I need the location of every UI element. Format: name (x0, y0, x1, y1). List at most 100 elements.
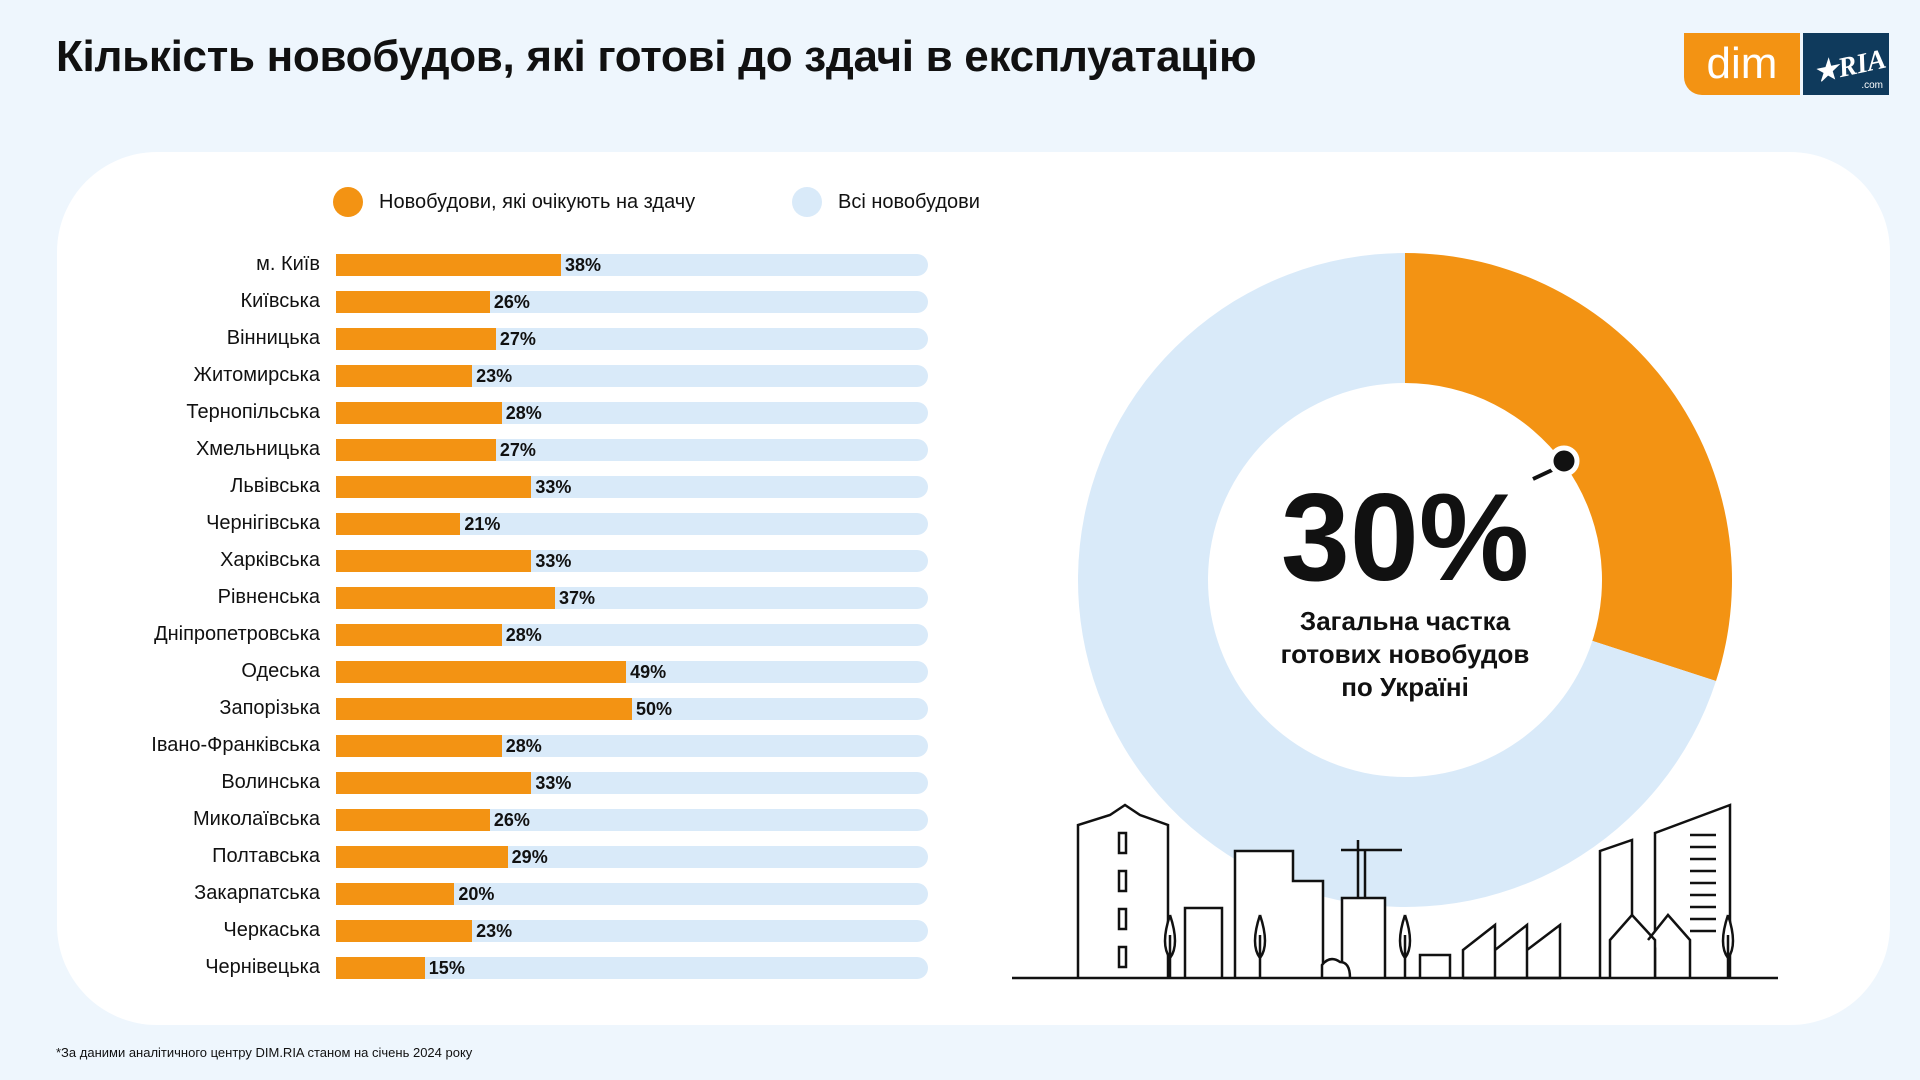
bar-value-label: 33% (535, 773, 572, 793)
building-outline (1608, 913, 1692, 978)
bar-category-label: Вінницька (226, 327, 320, 349)
bar (336, 698, 632, 720)
window (1117, 945, 1128, 969)
bar-value-label: 21% (464, 514, 501, 534)
bar-track: 23% (336, 920, 928, 942)
bar (336, 439, 496, 461)
donut-slice (1078, 253, 1716, 907)
bar-value-label: 23% (476, 366, 513, 386)
tree-icon (1398, 914, 1412, 978)
city-skyline-illustration (1012, 803, 1778, 980)
bar (336, 846, 508, 868)
window (1117, 869, 1128, 893)
logo-ria: ★RIA .com (1803, 33, 1889, 95)
dim-ria-logo[interactable]: dim ★RIA .com (1684, 33, 1889, 95)
bar (336, 772, 532, 794)
page-title: Кількість новобудов, які готові до здачі… (56, 32, 1257, 81)
bar-track: 28% (336, 735, 928, 757)
bar (336, 476, 532, 498)
window (1117, 831, 1128, 855)
window (1117, 907, 1128, 931)
building-outline (1340, 896, 1387, 978)
bar-track: 27% (336, 439, 928, 461)
bar-value-label: 20% (458, 884, 495, 904)
bar-value-label: 26% (493, 810, 530, 830)
bar (336, 809, 490, 831)
bar-value-label: 38% (564, 255, 601, 275)
bar-category-label: Рівненська (217, 586, 320, 608)
bar (336, 291, 490, 313)
bar-track: 23% (336, 365, 928, 387)
building-outline (1320, 957, 1352, 979)
logo-dim: dim (1684, 33, 1800, 95)
bar-value-label: 27% (499, 440, 536, 460)
legend-item-all: Всі новобудови (792, 187, 980, 217)
bar-category-label: Черкаська (223, 919, 320, 941)
bar-track: 20% (336, 883, 928, 905)
bar-track: 29% (336, 846, 928, 868)
legend-item-pending: Новобудови, які очікують на здачу (333, 187, 695, 217)
tree-icon (1163, 914, 1177, 978)
bar-category-label: Закарпатська (194, 882, 320, 904)
tree-icon (1721, 914, 1735, 978)
bar-value-label: 27% (499, 329, 536, 349)
bar-track: 28% (336, 402, 928, 424)
bar-value-label: 33% (535, 477, 572, 497)
bar-category-label: Запорізька (219, 697, 320, 719)
bar-category-label: Чернівецька (205, 956, 320, 978)
bar-category-label: Волинська (221, 771, 320, 793)
bar-category-label: Івано-Франківська (151, 734, 320, 756)
bar-track: 50% (336, 698, 928, 720)
bar (336, 920, 473, 942)
bar (336, 883, 455, 905)
legend-swatch-orange (333, 187, 363, 217)
bar-category-label: Львівська (230, 475, 320, 497)
building-outline (1461, 922, 1562, 980)
pointer-dot (1548, 445, 1580, 477)
bar-value-label: 29% (511, 847, 548, 867)
bar-track: 26% (336, 809, 928, 831)
bar (336, 402, 502, 424)
bar-category-label: Дніпропетровська (154, 623, 320, 645)
legend-label: Новобудови, які очікують на здачу (379, 190, 696, 213)
bar-value-label: 28% (505, 736, 542, 756)
bar-category-label: Миколаївська (193, 808, 320, 830)
bar-track: 38% (336, 254, 928, 276)
bar (336, 513, 461, 535)
bar-value-label: 28% (505, 625, 542, 645)
bar (336, 254, 561, 276)
bar-track: 26% (336, 291, 928, 313)
building-outline (1341, 840, 1402, 898)
bar-track: 15% (336, 957, 928, 979)
donut-center-caption: готових новобудов (1281, 639, 1530, 669)
legend-swatch-blue (792, 187, 822, 217)
bar-value-label: 37% (559, 588, 596, 608)
bar-category-label: Полтавська (212, 845, 320, 867)
bar-value-label: 50% (636, 699, 673, 719)
bar (336, 735, 502, 757)
bar (336, 661, 627, 683)
bar-track: 21% (336, 513, 928, 535)
bar (336, 587, 556, 609)
bar-category-label: м. Київ (256, 253, 320, 275)
bar-track: 33% (336, 550, 928, 572)
bar-track: 27% (336, 328, 928, 350)
bar-value-label: 23% (476, 921, 513, 941)
tree-icon (1253, 914, 1267, 978)
building-outline (1183, 906, 1224, 978)
bar-value-label: 49% (630, 662, 667, 682)
bar (336, 550, 532, 572)
bar (336, 957, 425, 979)
legend-label: Всі новобудови (838, 190, 980, 213)
bar (336, 328, 496, 350)
bar (336, 624, 502, 646)
bar-value-label: 33% (535, 551, 572, 571)
bar-track: 37% (336, 587, 928, 609)
bar-category-label: Харківська (220, 549, 320, 571)
bar-category-label: Київська (240, 290, 320, 312)
bar-track: 33% (336, 476, 928, 498)
bar (336, 365, 473, 387)
bar-track: 28% (336, 624, 928, 646)
bar-value-label: 28% (505, 403, 542, 423)
